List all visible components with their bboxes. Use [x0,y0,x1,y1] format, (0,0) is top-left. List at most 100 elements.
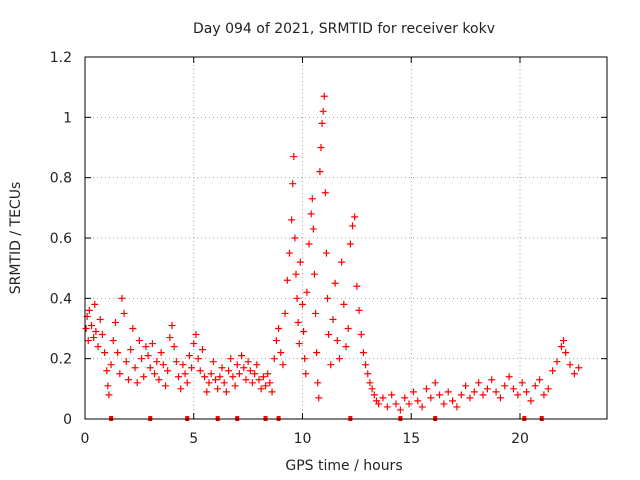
data-point [505,373,513,381]
data-point [370,391,378,399]
data-point [181,370,189,378]
data-point [264,370,272,378]
data-point [114,349,122,357]
data-point [315,394,323,402]
data-point [291,234,299,242]
data-point [449,397,457,405]
x-tick-label: 20 [511,431,529,447]
data-point [183,379,191,387]
y-tick-label: 0.2 [50,352,72,368]
data-point [82,325,90,332]
grid-lines [85,57,607,419]
data-point [179,361,187,369]
data-point [544,385,552,393]
data-point [483,385,491,393]
data-point [214,385,222,393]
data-point [549,367,557,375]
data-point [312,309,320,317]
data-point [201,373,209,381]
data-point [290,153,298,161]
data-point [436,391,444,399]
data-point [218,364,226,372]
data-point [444,388,452,396]
data-point [251,370,259,378]
data-point [329,315,337,323]
data-point [317,144,325,151]
data-point [275,325,283,332]
data-point [340,300,348,308]
data-point [431,379,439,387]
data-point [111,318,119,326]
data-point [285,249,293,257]
data-point [92,328,100,336]
data-point [333,337,341,345]
data-point [475,379,483,387]
data-point [125,376,132,384]
data-point [314,379,322,387]
data-point [292,270,300,278]
data-point [553,358,561,366]
data-point [227,355,235,363]
data-point [242,376,250,384]
data-point [353,282,361,290]
data-point [91,300,99,308]
data-point [388,391,396,399]
data-point [440,400,448,408]
data-point [379,394,387,402]
data-point [368,385,376,393]
data-point [192,331,200,339]
data-point [203,388,211,396]
data-point [198,346,206,354]
data-point [302,370,310,378]
data-point [135,337,143,345]
data-point [462,382,470,390]
data-point [327,361,335,369]
data-point [457,391,465,399]
data-point [175,373,183,381]
data-point [301,355,309,363]
data-point [492,388,500,396]
y-tick-label: 1.2 [50,50,72,66]
data-point [85,306,93,314]
data-point [322,249,330,257]
data-point [212,376,219,384]
data-point [222,388,230,396]
data-point [266,379,274,387]
axis-ticks [84,56,607,420]
data-point [148,340,156,348]
data-point [231,382,239,390]
data-point [104,382,112,390]
data-point [190,340,198,348]
data-point [142,343,150,351]
data-point [294,318,302,326]
data-point [185,352,193,360]
data-point [259,373,267,381]
data-point [88,321,96,329]
data-point [325,331,333,339]
x-tick-labels: 0 5 10 15 20 [81,431,529,447]
data-point [138,355,146,363]
data-point [220,379,228,387]
data-point [300,328,308,336]
data-point [144,352,152,360]
data-point [129,325,137,332]
data-point [131,364,139,372]
data-point [188,364,196,372]
data-point [103,367,111,375]
data-point [299,300,306,308]
data-point [364,370,372,378]
data-point [209,358,217,366]
data-point [310,270,318,278]
data-point [375,400,383,408]
data-point [159,361,167,369]
data-point [405,400,413,408]
data-point [177,385,185,393]
y-axis-label: SRMTID / TECUs [8,182,24,295]
x-tick-label: 5 [189,431,198,447]
data-point [255,376,263,384]
data-point [268,388,276,396]
data-point [296,258,304,266]
data-point [118,294,126,302]
data-point [233,361,241,369]
